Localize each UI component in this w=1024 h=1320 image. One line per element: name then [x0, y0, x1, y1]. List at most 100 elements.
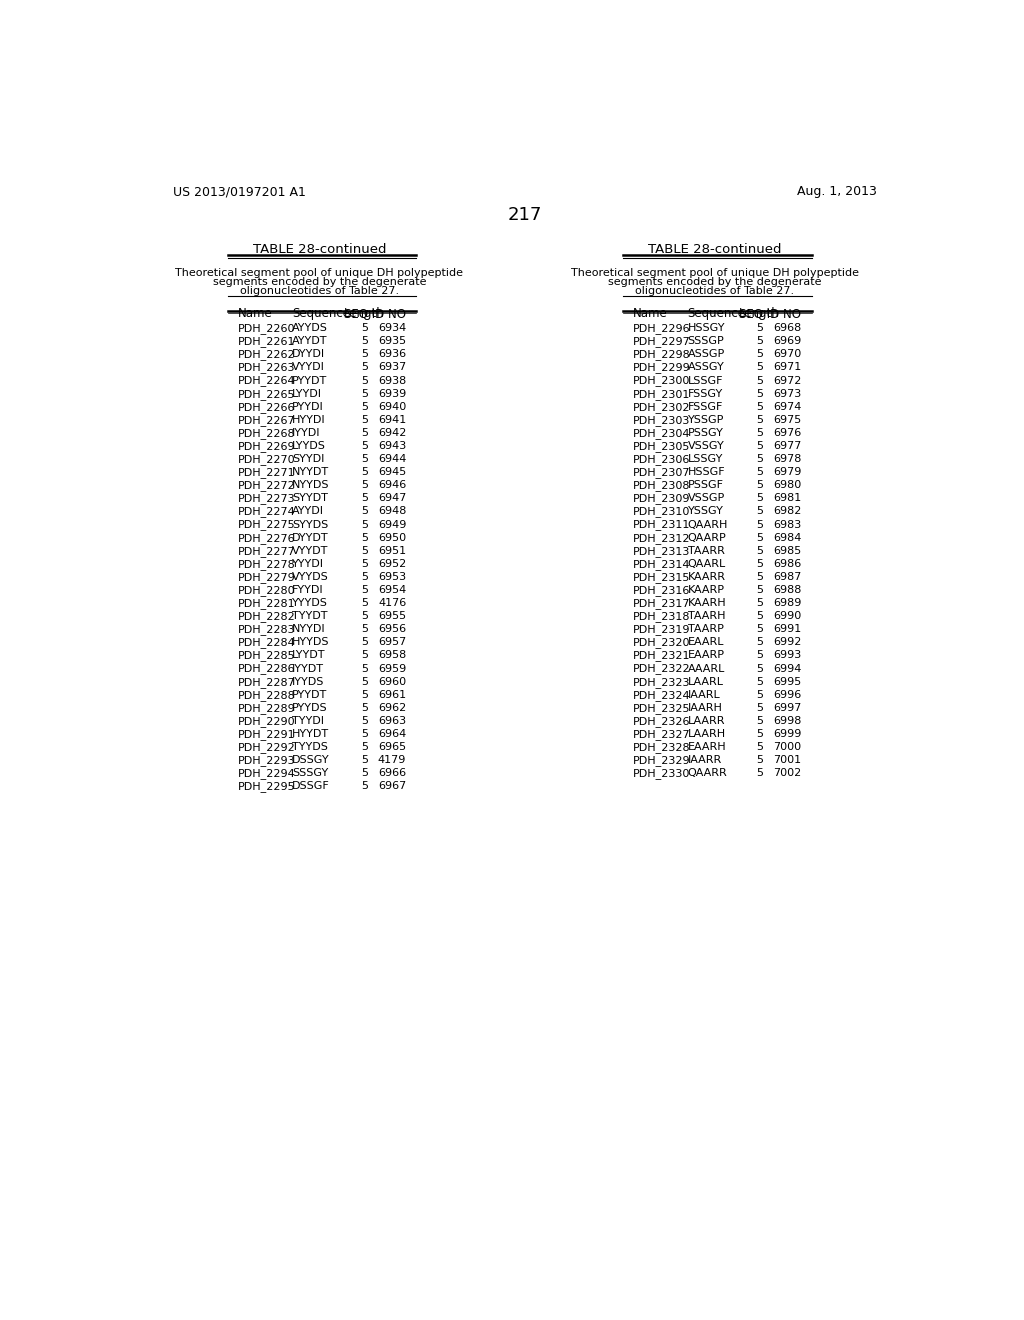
Text: PDH_2318: PDH_2318 [633, 611, 691, 622]
Text: 5: 5 [360, 689, 368, 700]
Text: SYYDT: SYYDT [292, 494, 328, 503]
Text: 6944: 6944 [378, 454, 407, 465]
Text: FYYDI: FYYDI [292, 585, 324, 595]
Text: PDH_2300: PDH_2300 [633, 376, 690, 387]
Text: 6950: 6950 [378, 533, 407, 543]
Text: 5: 5 [756, 545, 763, 556]
Text: HYYDI: HYYDI [292, 414, 326, 425]
Text: 6982: 6982 [773, 507, 802, 516]
Text: 6971: 6971 [773, 363, 802, 372]
Text: PDH_2325: PDH_2325 [633, 702, 691, 714]
Text: FSSGF: FSSGF [687, 401, 723, 412]
Text: PDH_2286: PDH_2286 [238, 664, 296, 675]
Text: Name: Name [238, 308, 272, 319]
Text: PDH_2292: PDH_2292 [238, 742, 296, 752]
Text: SSSGY: SSSGY [292, 768, 329, 779]
Text: 5: 5 [360, 715, 368, 726]
Text: ASSGY: ASSGY [687, 363, 724, 372]
Text: 6940: 6940 [378, 401, 407, 412]
Text: 6955: 6955 [378, 611, 407, 622]
Text: 5: 5 [756, 677, 763, 686]
Text: PDH_2262: PDH_2262 [238, 350, 296, 360]
Text: HYYDS: HYYDS [292, 638, 330, 647]
Text: 6938: 6938 [378, 376, 407, 385]
Text: 5: 5 [756, 729, 763, 739]
Text: Length: Length [739, 308, 780, 319]
Text: 4176: 4176 [378, 598, 407, 609]
Text: 5: 5 [360, 755, 368, 766]
Text: 4179: 4179 [378, 755, 407, 766]
Text: 5: 5 [756, 494, 763, 503]
Text: Sequence: Sequence [687, 308, 745, 319]
Text: PDH_2311: PDH_2311 [633, 520, 690, 531]
Text: 6970: 6970 [773, 350, 802, 359]
Text: 6949: 6949 [378, 520, 407, 529]
Text: PYYDI: PYYDI [292, 401, 324, 412]
Text: PSSGF: PSSGF [687, 480, 724, 490]
Text: PYYDT: PYYDT [292, 689, 328, 700]
Text: 5: 5 [756, 598, 763, 609]
Text: 5: 5 [360, 533, 368, 543]
Text: IYYDI: IYYDI [292, 428, 321, 438]
Text: IYYDS: IYYDS [292, 677, 325, 686]
Text: PDH_2289: PDH_2289 [238, 702, 296, 714]
Text: PDH_2266: PDH_2266 [238, 401, 296, 413]
Text: PDH_2329: PDH_2329 [633, 755, 691, 766]
Text: YSSGY: YSSGY [687, 507, 723, 516]
Text: TAARR: TAARR [687, 545, 724, 556]
Text: 6951: 6951 [378, 545, 407, 556]
Text: PDH_2279: PDH_2279 [238, 572, 296, 583]
Text: PDH_2264: PDH_2264 [238, 376, 296, 387]
Text: PYYDT: PYYDT [292, 376, 328, 385]
Text: SEQ ID NO: SEQ ID NO [344, 308, 407, 319]
Text: 5: 5 [756, 715, 763, 726]
Text: 5: 5 [756, 337, 763, 346]
Text: 6991: 6991 [773, 624, 802, 634]
Text: IYYDT: IYYDT [292, 664, 325, 673]
Text: PDH_2282: PDH_2282 [238, 611, 296, 622]
Text: VSSGY: VSSGY [687, 441, 724, 451]
Text: 6989: 6989 [773, 598, 802, 609]
Text: 6947: 6947 [378, 494, 407, 503]
Text: 5: 5 [360, 428, 368, 438]
Text: 5: 5 [360, 781, 368, 791]
Text: HYYDT: HYYDT [292, 729, 330, 739]
Text: VSSGP: VSSGP [687, 494, 725, 503]
Text: 6967: 6967 [378, 781, 407, 791]
Text: 6943: 6943 [378, 441, 407, 451]
Text: 5: 5 [360, 441, 368, 451]
Text: 6956: 6956 [378, 624, 407, 634]
Text: SEQ ID NO: SEQ ID NO [739, 308, 802, 319]
Text: 217: 217 [508, 206, 542, 224]
Text: PDH_2309: PDH_2309 [633, 494, 691, 504]
Text: PDH_2326: PDH_2326 [633, 715, 691, 727]
Text: 5: 5 [360, 729, 368, 739]
Text: 5: 5 [756, 558, 763, 569]
Text: 5: 5 [360, 572, 368, 582]
Text: AYYDI: AYYDI [292, 507, 325, 516]
Text: 6983: 6983 [773, 520, 802, 529]
Text: 6962: 6962 [378, 702, 407, 713]
Text: SYYDS: SYYDS [292, 520, 329, 529]
Text: 6978: 6978 [773, 454, 802, 465]
Text: 5: 5 [360, 677, 368, 686]
Text: 5: 5 [360, 558, 368, 569]
Text: PDH_2272: PDH_2272 [238, 480, 296, 491]
Text: 6958: 6958 [378, 651, 407, 660]
Text: HSSGF: HSSGF [687, 467, 725, 477]
Text: LAARR: LAARR [687, 715, 725, 726]
Text: TYYDT: TYYDT [292, 611, 328, 622]
Text: PDH_2287: PDH_2287 [238, 677, 296, 688]
Text: 5: 5 [756, 624, 763, 634]
Text: 6980: 6980 [773, 480, 802, 490]
Text: 6937: 6937 [378, 363, 407, 372]
Text: segments encoded by the degenerate: segments encoded by the degenerate [213, 277, 426, 286]
Text: oligonucleotides of Table 27.: oligonucleotides of Table 27. [240, 286, 399, 296]
Text: 5: 5 [360, 401, 368, 412]
Text: 6952: 6952 [378, 558, 407, 569]
Text: 5: 5 [756, 401, 763, 412]
Text: PDH_2267: PDH_2267 [238, 414, 296, 426]
Text: 5: 5 [360, 638, 368, 647]
Text: Name: Name [633, 308, 668, 319]
Text: NYYDI: NYYDI [292, 624, 326, 634]
